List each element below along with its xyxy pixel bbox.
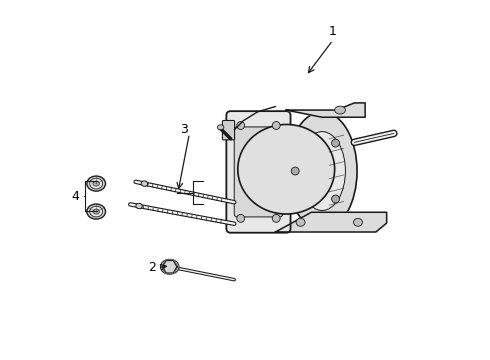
Ellipse shape [90, 178, 102, 189]
Ellipse shape [160, 259, 179, 274]
Ellipse shape [272, 215, 280, 222]
Polygon shape [162, 260, 177, 274]
Ellipse shape [299, 132, 345, 211]
Ellipse shape [238, 125, 335, 214]
Ellipse shape [87, 204, 105, 219]
Ellipse shape [141, 181, 147, 186]
Ellipse shape [332, 195, 340, 203]
Ellipse shape [267, 151, 306, 188]
Ellipse shape [291, 167, 299, 175]
Ellipse shape [335, 106, 345, 114]
Ellipse shape [332, 139, 340, 147]
Ellipse shape [296, 219, 305, 226]
Polygon shape [275, 212, 387, 232]
Ellipse shape [259, 144, 313, 194]
Ellipse shape [237, 122, 245, 130]
Polygon shape [164, 262, 175, 272]
Ellipse shape [272, 122, 280, 130]
Polygon shape [286, 103, 365, 117]
Ellipse shape [275, 159, 297, 179]
Ellipse shape [252, 138, 320, 201]
Text: 2: 2 [148, 261, 156, 274]
Ellipse shape [93, 209, 99, 214]
Text: 3: 3 [180, 123, 188, 136]
Ellipse shape [87, 176, 105, 191]
Ellipse shape [287, 112, 357, 230]
Ellipse shape [281, 165, 291, 174]
Ellipse shape [136, 203, 142, 209]
Ellipse shape [245, 131, 327, 207]
Polygon shape [163, 261, 177, 273]
FancyBboxPatch shape [226, 111, 291, 233]
Ellipse shape [218, 125, 224, 130]
Ellipse shape [93, 181, 99, 186]
FancyBboxPatch shape [234, 127, 283, 217]
FancyBboxPatch shape [222, 121, 235, 140]
Ellipse shape [90, 206, 102, 217]
Ellipse shape [237, 215, 245, 222]
Ellipse shape [353, 219, 363, 226]
Text: 4: 4 [72, 190, 80, 203]
Text: 1: 1 [329, 25, 337, 38]
